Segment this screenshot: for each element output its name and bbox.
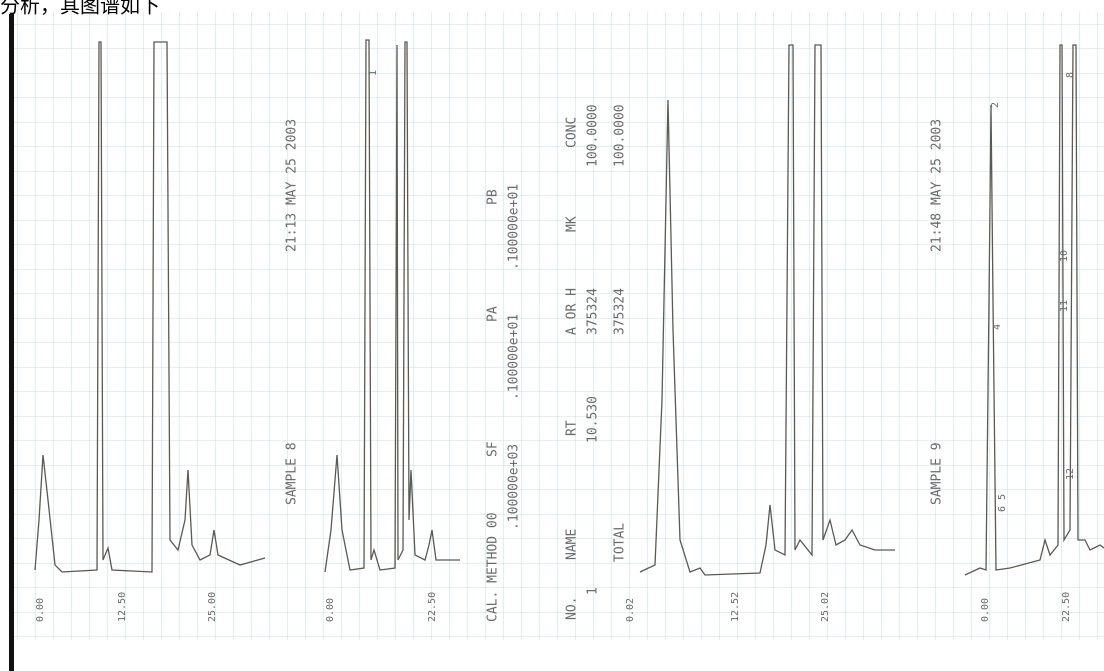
column-header: CONC (565, 117, 580, 148)
peak-label: 6 5 (997, 494, 1008, 512)
peak-label: 2 (990, 102, 1001, 108)
param-value: .100000e+01 (507, 314, 522, 400)
chart-paper (14, 12, 1104, 640)
sample-label: SAMPLE 9 (930, 442, 945, 505)
axis-label: 25.02 (820, 592, 831, 622)
axis-label: 0.00 (325, 598, 336, 622)
axis-label: 12.52 (730, 592, 741, 622)
axis-label: 22.50 (427, 592, 438, 622)
paper-edge (9, 14, 14, 671)
cell: 100.0000 (586, 104, 601, 167)
trace (324, 39, 460, 573)
axis-label: 0.02 (625, 598, 636, 622)
trace (639, 44, 895, 576)
cell: 375324 (613, 288, 628, 335)
timestamp: 21:48 MAY 25 2003 (930, 119, 945, 252)
traces (34, 39, 1104, 576)
param-value: .100000e+03 (507, 444, 522, 530)
cell: 375324 (586, 288, 601, 335)
peak-label: 10 (1059, 250, 1070, 262)
axis-label: 0.00 (980, 598, 991, 622)
axis-label: 25.00 (207, 592, 218, 622)
caption: 分析，其图谱如下 (0, 0, 160, 18)
axis-label: 0.00 (35, 598, 46, 622)
timestamp: 21:13 MAY 25 2003 (285, 119, 300, 252)
column-header: MK (565, 216, 580, 232)
peak-label: 4 (992, 324, 1003, 330)
cell: 1 (586, 587, 601, 595)
param-value: .100000e+01 (507, 184, 522, 270)
cell: 100.0000 (613, 104, 628, 167)
column-header: NO. (565, 597, 580, 620)
column-header: RT (565, 420, 580, 436)
cell: 10.530 (586, 396, 601, 443)
trace (34, 41, 266, 573)
axis-label: 22.50 (1061, 592, 1072, 622)
total-label: TOTAL (613, 523, 628, 562)
sample-label: SAMPLE 8 (285, 442, 300, 505)
peak-label: 1 (368, 70, 379, 76)
axis-label: 12.50 (117, 592, 128, 622)
column-header: A OR H (565, 288, 580, 335)
peak-label: 12 (1065, 468, 1076, 480)
trace (964, 44, 1104, 576)
param-name: PA (486, 306, 501, 322)
peak-label: 8 (1065, 72, 1076, 78)
param-name: PB (486, 189, 501, 205)
method: CAL. METHOD 00 (486, 512, 501, 622)
peak-label: 11 (1059, 300, 1070, 312)
column-header: NAME (565, 529, 580, 560)
param-name: SF (486, 441, 501, 457)
